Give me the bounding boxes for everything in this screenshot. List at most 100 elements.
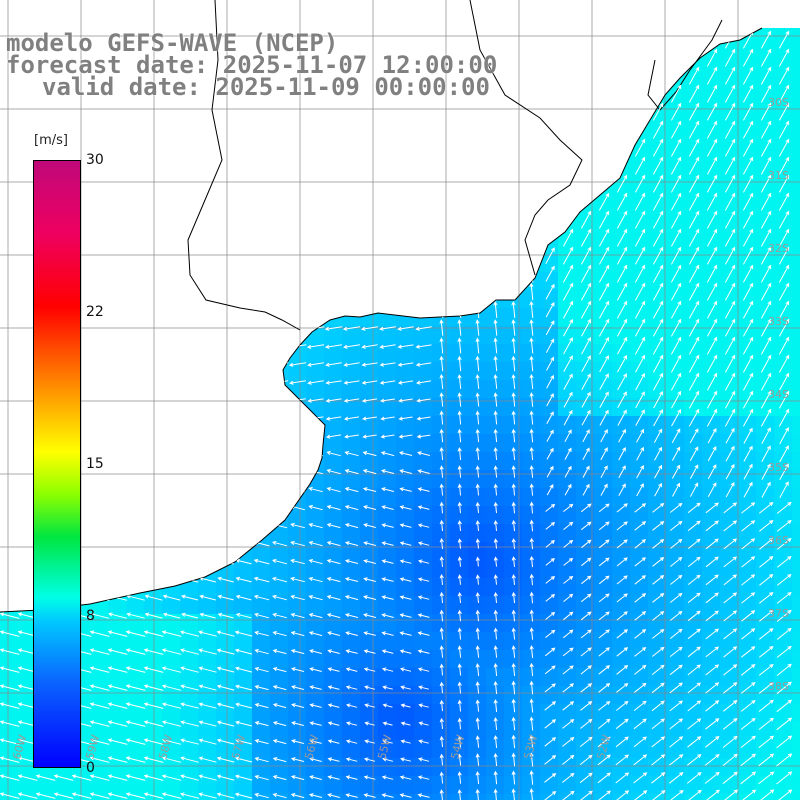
wind-arrow xyxy=(377,110,398,116)
wind-arrow xyxy=(776,717,793,731)
wind-arrow xyxy=(652,192,664,211)
wind-arrow xyxy=(197,164,218,170)
wind-arrow xyxy=(475,699,480,712)
wind-arrow xyxy=(687,736,702,748)
wind-arrow xyxy=(234,756,253,763)
wind-arrow xyxy=(439,428,444,443)
wind-arrow xyxy=(670,84,682,103)
wind-arrow xyxy=(179,290,200,296)
wind-arrow xyxy=(778,282,790,301)
wind-arrow xyxy=(529,282,534,301)
wind-arrow xyxy=(634,174,646,193)
wind-arrow xyxy=(653,372,663,391)
wind-arrow xyxy=(107,702,128,709)
wind-arrow xyxy=(529,555,534,568)
wind-arrow xyxy=(179,164,200,170)
wind-arrow xyxy=(615,790,630,800)
wind-arrow xyxy=(724,138,736,157)
wind-arrow xyxy=(289,416,306,421)
wind-arrow xyxy=(475,447,480,460)
wind-arrow xyxy=(580,246,592,265)
wind-arrow xyxy=(511,446,516,461)
wind-arrow xyxy=(616,575,628,585)
wind-arrow xyxy=(634,503,647,513)
wind-arrow xyxy=(544,683,556,693)
wind-arrow xyxy=(493,752,498,767)
wind-arrow xyxy=(475,428,480,443)
wind-arrow xyxy=(562,683,575,693)
wind-arrow xyxy=(395,110,416,116)
wind-arrow xyxy=(475,574,480,585)
wind-arrow xyxy=(234,344,253,349)
wind-arrow xyxy=(616,318,628,337)
wind-arrow xyxy=(272,540,288,547)
wind-arrow xyxy=(669,646,683,657)
wind-arrow xyxy=(439,355,444,372)
wind-arrow xyxy=(511,410,516,425)
wind-arrow xyxy=(563,391,573,408)
wind-arrow xyxy=(616,66,628,85)
wind-arrow xyxy=(511,627,516,640)
wind-arrow xyxy=(305,110,326,116)
wind-arrow xyxy=(580,665,592,675)
wind-arrow xyxy=(457,428,462,443)
wind-arrow xyxy=(668,772,684,784)
wind-arrow xyxy=(439,282,444,301)
wind-arrow xyxy=(215,236,236,242)
wind-arrow xyxy=(363,613,377,618)
wind-arrow xyxy=(233,290,254,296)
wind-arrow xyxy=(362,416,377,421)
wind-arrow xyxy=(414,290,433,295)
wind-arrow xyxy=(633,736,647,748)
wind-arrow xyxy=(125,236,146,242)
wind-arrow xyxy=(0,146,20,152)
wind-arrow xyxy=(215,290,236,296)
wind-arrow xyxy=(399,469,412,474)
wind-arrow xyxy=(363,559,376,564)
wind-arrow xyxy=(305,146,326,152)
wind-arrow xyxy=(439,483,444,496)
wind-arrow xyxy=(439,227,444,248)
wind-arrow xyxy=(580,718,593,729)
wind-arrow xyxy=(107,416,128,422)
wind-arrow xyxy=(0,756,20,763)
wind-arrow xyxy=(742,174,754,193)
wind-arrow xyxy=(198,684,217,691)
wind-arrow xyxy=(254,775,269,781)
wind-arrow xyxy=(616,593,628,603)
wind-arrow xyxy=(269,272,290,278)
wind-arrow xyxy=(529,29,534,50)
wind-arrow xyxy=(107,164,128,170)
wind-arrow xyxy=(235,738,253,745)
wind-arrow xyxy=(529,410,534,425)
wind-arrow xyxy=(475,771,480,784)
longitude-label: 60W xyxy=(10,733,29,761)
wind-arrow xyxy=(742,390,754,409)
wind-arrow xyxy=(179,128,200,134)
wind-arrow xyxy=(326,595,341,601)
wind-arrow xyxy=(345,793,358,798)
wind-arrow xyxy=(359,218,380,224)
wind-arrow xyxy=(564,465,572,478)
wind-arrow xyxy=(563,557,574,566)
wind-arrow xyxy=(125,738,146,745)
wind-arrow xyxy=(743,481,753,498)
wind-arrow xyxy=(615,700,629,711)
wind-arrow xyxy=(382,757,394,762)
wind-arrow xyxy=(598,611,610,621)
wind-arrow xyxy=(439,137,444,158)
wind-arrow xyxy=(779,481,789,499)
latitude-label: 36S xyxy=(768,534,789,547)
wind-arrow xyxy=(493,574,498,585)
wind-arrow xyxy=(361,362,378,367)
wind-arrow xyxy=(417,595,430,600)
wind-arrow xyxy=(654,482,662,497)
wind-arrow xyxy=(634,66,646,85)
wind-arrow xyxy=(107,146,128,152)
wind-arrow xyxy=(598,228,610,247)
wind-arrow xyxy=(475,788,480,800)
wind-arrow xyxy=(143,774,164,781)
wind-arrow xyxy=(364,757,376,762)
wind-arrow xyxy=(475,410,480,425)
wind-arrow xyxy=(395,200,416,206)
